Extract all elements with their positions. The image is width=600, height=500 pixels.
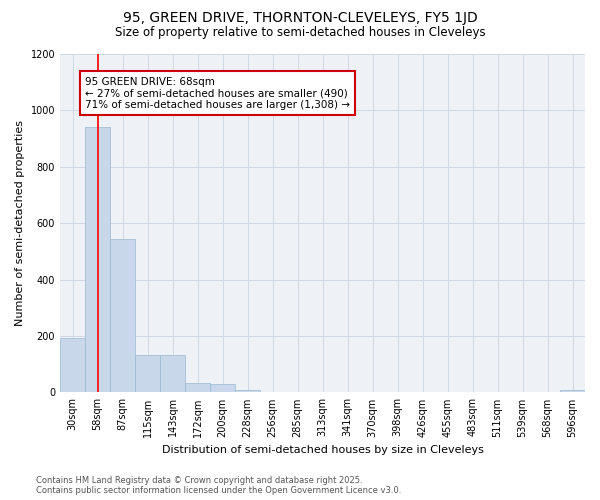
Bar — [160, 355, 185, 393]
Bar — [110, 240, 135, 392]
Text: Size of property relative to semi-detached houses in Cleveleys: Size of property relative to semi-detach… — [115, 26, 485, 39]
Bar — [185, 382, 210, 392]
Text: Contains HM Land Registry data © Crown copyright and database right 2025.
Contai: Contains HM Land Registry data © Crown c… — [36, 476, 401, 495]
Bar — [210, 384, 235, 392]
X-axis label: Distribution of semi-detached houses by size in Cleveleys: Distribution of semi-detached houses by … — [161, 445, 484, 455]
Bar — [85, 128, 110, 392]
Bar — [560, 390, 585, 392]
Text: 95 GREEN DRIVE: 68sqm
← 27% of semi-detached houses are smaller (490)
71% of sem: 95 GREEN DRIVE: 68sqm ← 27% of semi-deta… — [85, 76, 350, 110]
Y-axis label: Number of semi-detached properties: Number of semi-detached properties — [15, 120, 25, 326]
Text: 95, GREEN DRIVE, THORNTON-CLEVELEYS, FY5 1JD: 95, GREEN DRIVE, THORNTON-CLEVELEYS, FY5… — [122, 11, 478, 25]
Bar — [135, 355, 160, 393]
Bar — [60, 338, 85, 392]
Bar — [235, 390, 260, 392]
